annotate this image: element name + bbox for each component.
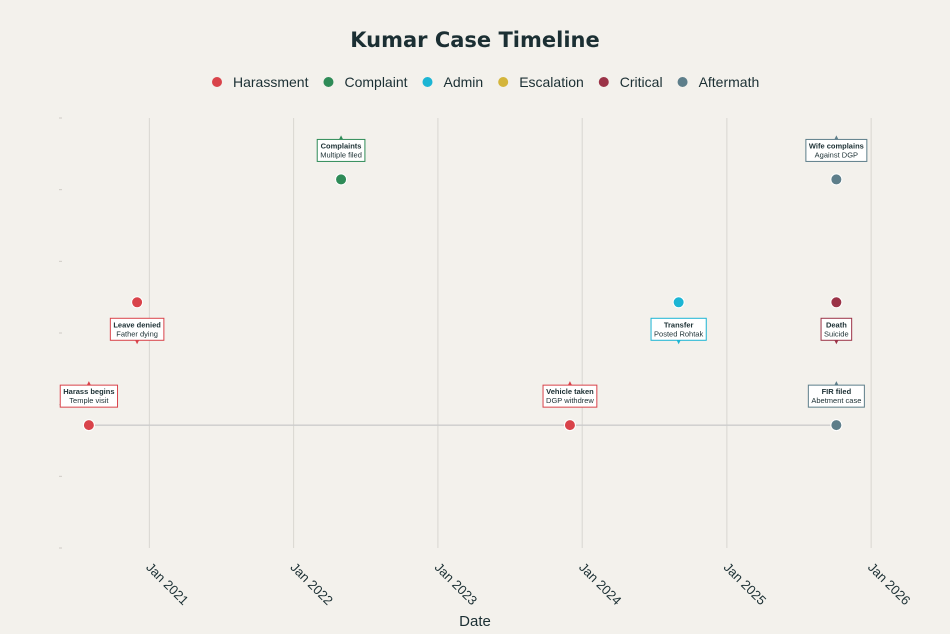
annotation-title: Leave denied: [113, 320, 161, 329]
legend-marker: [212, 77, 222, 87]
event-point-complaints[interactable]: [335, 173, 348, 186]
legend-item-admin[interactable]: Admin: [422, 74, 484, 90]
annotation-arrow: [567, 381, 572, 386]
annotation-arrow: [135, 340, 140, 345]
annotation-subtitle: Abetment case: [811, 396, 861, 405]
annotation-title: Transfer: [664, 320, 694, 329]
annotation-subtitle: Temple visit: [69, 396, 109, 405]
annotation-subtitle: Multiple filed: [320, 150, 362, 159]
annotation-arrow: [339, 135, 344, 140]
x-axis-ticks: Jan 2021 Jan 2022 Jan 2023 Jan 2024 Jan 2025…: [143, 560, 913, 608]
grid: [59, 117, 872, 549]
legend-item-harassment[interactable]: Harassment: [212, 74, 309, 90]
annotation-arrow: [834, 381, 839, 386]
annotation-arrow: [676, 340, 681, 345]
legend-label: Complaint: [344, 74, 407, 90]
annotation-arrow: [834, 135, 839, 140]
x-tick-label-0: Jan 2021: [143, 560, 191, 608]
event-point-leave-denied[interactable]: [131, 296, 144, 309]
legend-item-escalation[interactable]: Escalation: [498, 74, 584, 90]
legend-item-aftermath[interactable]: Aftermath: [677, 74, 760, 90]
legend-marker: [323, 77, 334, 87]
event-point-death[interactable]: [830, 296, 843, 309]
legend-marker: [677, 77, 688, 87]
event-point-fir-filed[interactable]: [830, 419, 843, 432]
legend-marker: [598, 77, 609, 87]
x-axis-title: Date: [459, 613, 491, 630]
legend-label: Aftermath: [699, 74, 760, 90]
annotation-subtitle: Against DGP: [815, 150, 858, 159]
legend-label: Admin: [444, 74, 484, 90]
x-tick-label-5: Jan 2026: [865, 560, 913, 608]
event-points: [82, 173, 843, 432]
annotation-subtitle: DGP withdrew: [546, 396, 594, 405]
legend[interactable]: Harassment Complaint Admin Escalation Critic…: [212, 74, 759, 90]
chart-title: Kumar Case Timeline: [350, 28, 599, 52]
legend-marker: [422, 77, 433, 87]
event-point-harass-begins[interactable]: [82, 419, 95, 432]
legend-label: Escalation: [519, 74, 584, 90]
x-tick-label-2: Jan 2023: [432, 560, 480, 608]
annotation-title: Death: [826, 320, 847, 329]
event-point-vehicle-taken[interactable]: [563, 419, 576, 432]
legend-item-critical[interactable]: Critical: [598, 74, 663, 90]
legend-item-complaint[interactable]: Complaint: [323, 74, 408, 90]
annotation-title: Vehicle taken: [546, 387, 594, 396]
event-point-wife-complains[interactable]: [830, 173, 843, 186]
annotation-arrow: [834, 340, 839, 345]
annotation-subtitle: Posted Rohtak: [654, 329, 703, 338]
annotation-title: Complaints: [321, 141, 362, 150]
annotation-title: Wife complains: [809, 141, 864, 150]
x-tick-label-3: Jan 2024: [576, 560, 624, 608]
event-point-transfer[interactable]: [672, 296, 685, 309]
legend-marker: [498, 77, 509, 87]
annotation-title: FIR filed: [822, 387, 852, 396]
x-tick-label-1: Jan 2022: [288, 560, 336, 608]
annotation-subtitle: Father dying: [116, 329, 158, 338]
annotation-subtitle: Suicide: [824, 329, 849, 338]
legend-label: Critical: [620, 74, 663, 90]
annotation-title: Harass begins: [63, 387, 114, 396]
annotation-arrow: [86, 381, 91, 386]
x-tick-label-4: Jan 2025: [721, 560, 769, 608]
legend-label: Harassment: [233, 74, 309, 90]
